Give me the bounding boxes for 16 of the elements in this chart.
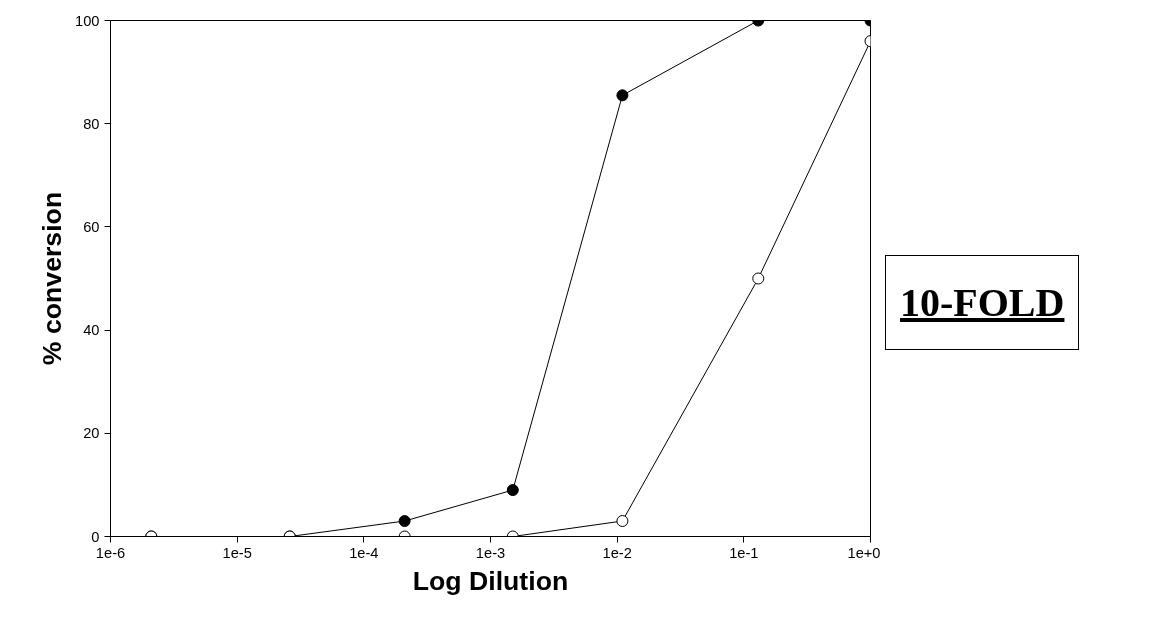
y-axis-title: % conversion: [37, 191, 68, 366]
x-axis-title: Log Dilution: [412, 565, 569, 596]
x-tick-label: 1e-1: [729, 544, 759, 561]
y-tick-label: 80: [83, 115, 100, 132]
text: 10-FOLD: [885, 255, 1080, 351]
y-tick-label: 0: [91, 528, 100, 545]
y-tick-label: 40: [83, 322, 100, 339]
x-tick-label: 1e-6: [95, 544, 126, 561]
x-tick-label: 1e+0: [847, 544, 881, 561]
y-tick-label: 20: [83, 425, 100, 442]
x-tick-label: 1e-4: [349, 544, 379, 561]
y-tick-label: 100: [75, 12, 100, 29]
y-tick-label: 60: [83, 218, 100, 235]
x-tick-label: 1e-3: [475, 544, 506, 561]
x-tick-label: 1e-2: [602, 544, 632, 561]
x-tick-label: 1e-5: [222, 544, 252, 561]
